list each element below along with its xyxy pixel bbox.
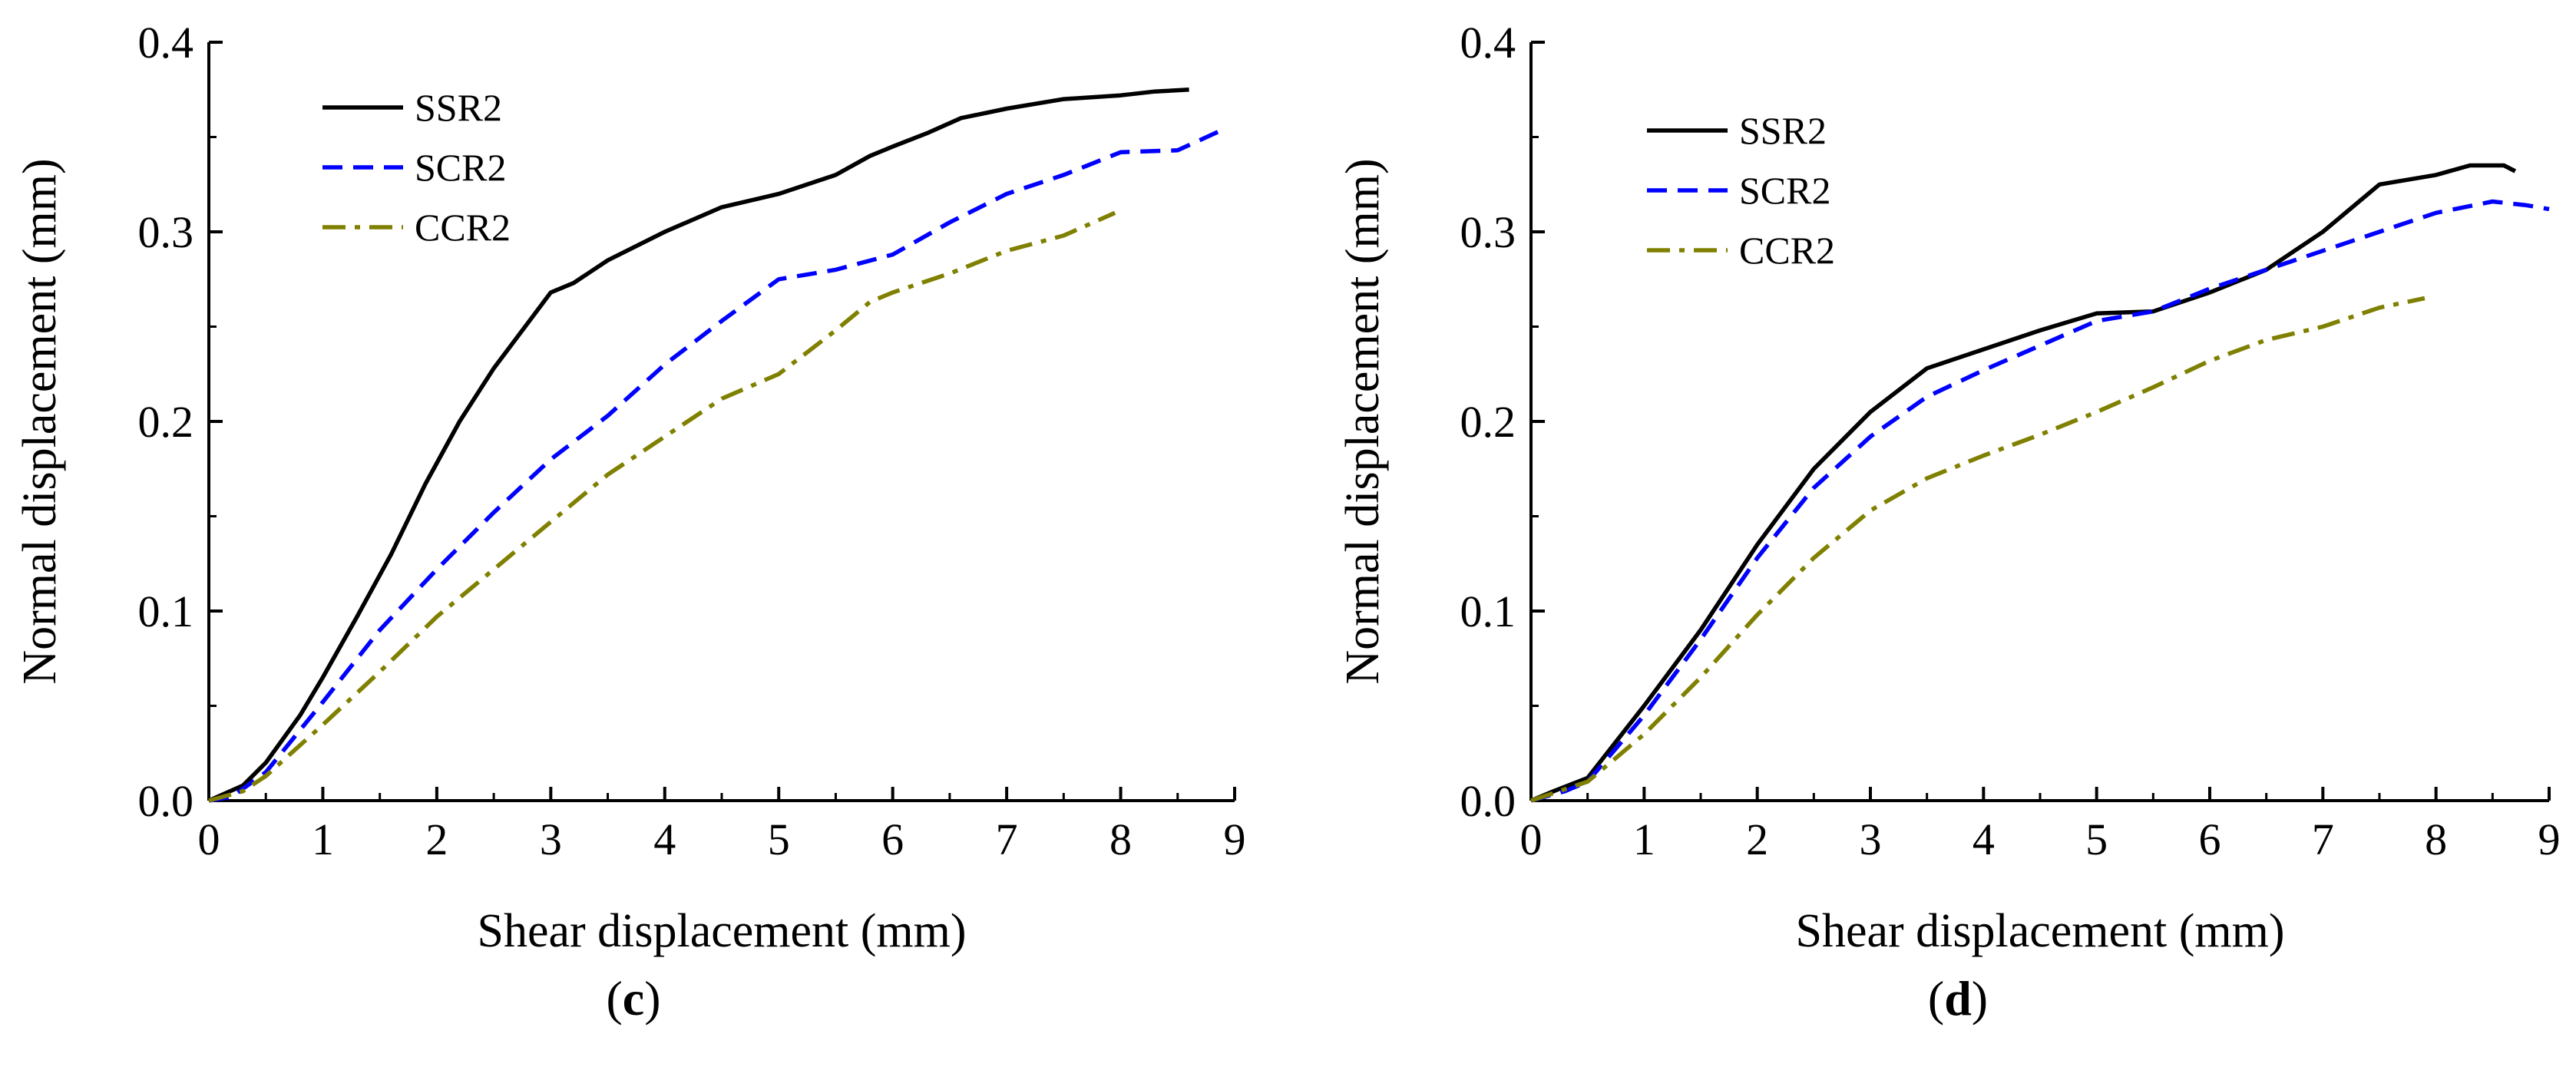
x-tick-label: 4 <box>1973 814 1995 864</box>
legend-label-ssr2: SSR2 <box>415 86 502 129</box>
y-tick-label: 0.1 <box>1460 586 1516 636</box>
y-tick-label: 0.2 <box>138 397 194 447</box>
x-tick-label: 7 <box>2312 814 2334 864</box>
x-tick-label: 8 <box>2425 814 2447 864</box>
series-line-ssr2 <box>1529 163 2517 803</box>
y-axis-title: Normal displacement (mm) <box>1337 158 1389 684</box>
legend-label-ccr2: CCR2 <box>415 206 511 249</box>
x-tick-label: 3 <box>540 814 562 864</box>
x-tick-label: 6 <box>2199 814 2221 864</box>
x-axis-title: Shear displacement (mm) <box>1795 905 2284 957</box>
y-tick-label: 0.4 <box>1460 18 1516 68</box>
y-tick-label: 0.3 <box>1460 207 1516 257</box>
series-line-scr2 <box>1530 199 2550 803</box>
series-line-scr2 <box>208 127 1225 803</box>
y-tick-label: 0.1 <box>138 586 194 636</box>
x-tick-label: 9 <box>1224 814 1246 864</box>
x-tick-label: 5 <box>768 814 790 864</box>
x-tick-label: 2 <box>425 814 448 864</box>
x-axis-title: Shear displacement (mm) <box>477 905 966 957</box>
x-tick-label: 1 <box>1633 814 1655 864</box>
legend-label-ssr2: SSR2 <box>1739 109 1827 152</box>
y-axis-title: Normal displacement (mm) <box>14 158 66 684</box>
chart-panel-c: 0 1 2 3 4 5 6 7 8 9 0.0 0.1 0.2 0.3 0.4 Shear displacem… <box>14 18 1246 957</box>
panel-caption-d: (d) <box>1928 971 1988 1026</box>
y-tick-label: 0.0 <box>138 776 194 826</box>
x-tick-label: 6 <box>881 814 904 864</box>
x-tick-label: 5 <box>2085 814 2108 864</box>
legend-label-scr2: SCR2 <box>1739 169 1831 212</box>
x-tick-label: 8 <box>1109 814 1132 864</box>
x-tick-label: 9 <box>2538 814 2561 864</box>
x-tick-label: 3 <box>1860 814 1882 864</box>
x-tick-label: 2 <box>1746 814 1768 864</box>
legend-label-scr2: SCR2 <box>415 146 507 189</box>
y-tick-label: 0.0 <box>1460 776 1516 826</box>
y-tick-label: 0.3 <box>138 207 194 257</box>
x-tick-label: 4 <box>653 814 676 864</box>
series-line-ssr2 <box>207 88 1189 803</box>
x-tick-label: 7 <box>996 814 1018 864</box>
series-line-ccr2 <box>1530 296 2426 803</box>
legend-label-ccr2: CCR2 <box>1739 229 1835 272</box>
series-line-ccr2 <box>208 210 1116 803</box>
y-tick-label: 0.4 <box>138 18 194 68</box>
x-tick-label: 1 <box>312 814 334 864</box>
y-tick-label: 0.2 <box>1460 397 1516 447</box>
panel-caption-c: (c) <box>606 971 660 1026</box>
x-tick-label: 0 <box>198 814 220 864</box>
chart-panel-d: 0 1 2 3 4 5 6 7 8 9 0.0 0.1 0.2 0.3 0.4 Shear displacem… <box>1337 18 2561 957</box>
x-tick-label: 0 <box>1520 814 1543 864</box>
